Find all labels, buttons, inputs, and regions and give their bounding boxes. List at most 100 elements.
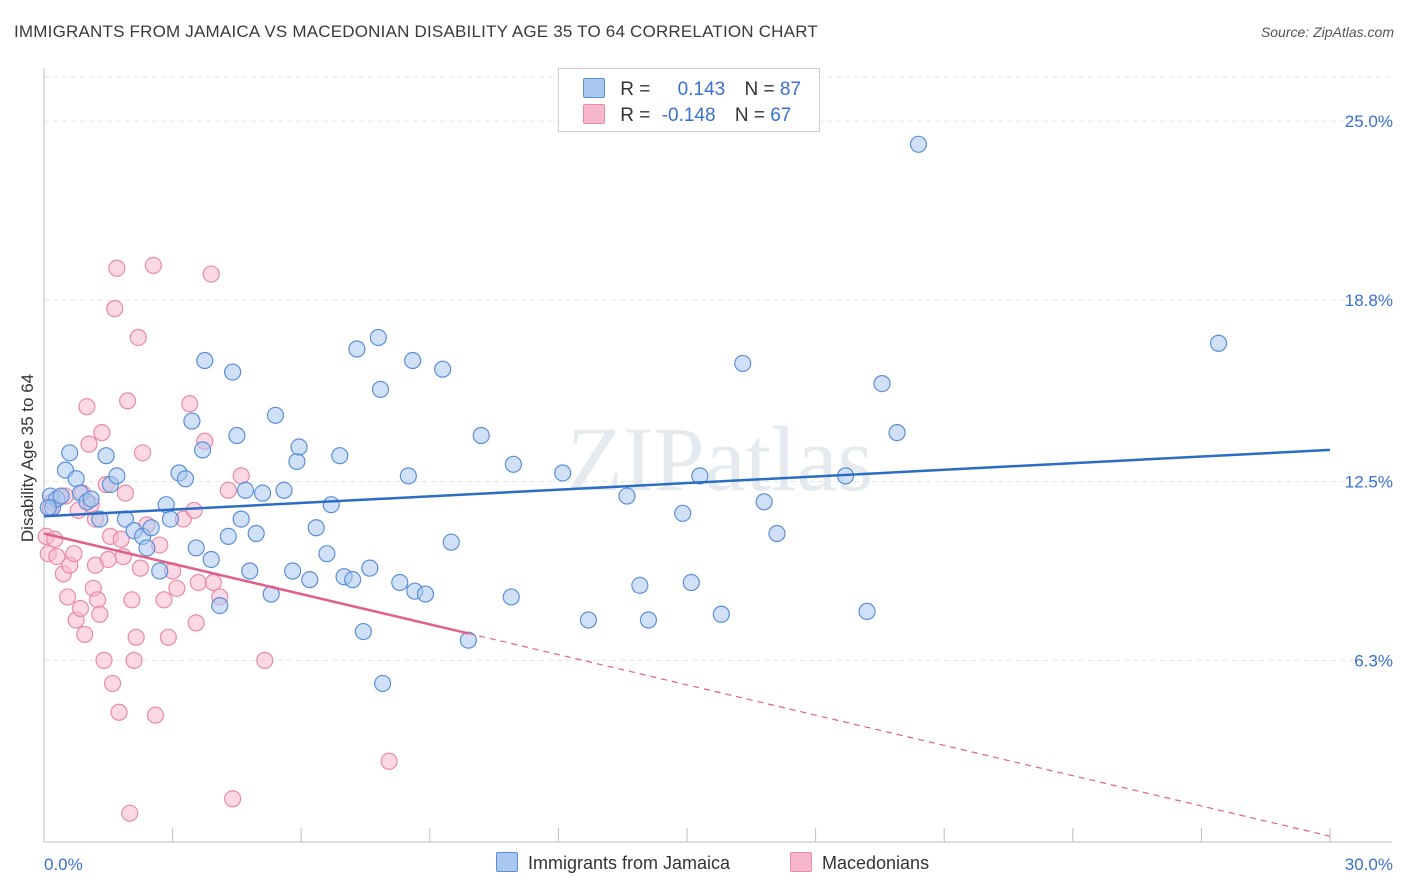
macedonians-swatch <box>790 852 812 872</box>
legend-label-macedonians: Macedonians <box>822 853 930 873</box>
jamaica-point <box>108 467 126 485</box>
macedonians-trend-line <box>43 532 469 635</box>
jamaica-point <box>909 135 928 153</box>
stats-legend: R = 0.143 N = 87 R = -0.148 N = 67 <box>558 68 820 132</box>
macedonians-point <box>106 300 124 318</box>
macedonians-point <box>71 599 90 618</box>
jamaica-point <box>318 545 336 563</box>
jamaica-point <box>232 510 250 528</box>
macedonians-point <box>187 614 205 632</box>
jamaica-point <box>151 562 169 580</box>
jamaica-point <box>374 674 392 693</box>
jamaica-point <box>138 539 156 557</box>
x-tick-label: 0.0% <box>44 855 83 874</box>
macedonians-point <box>123 591 141 609</box>
jamaica-point <box>61 444 79 462</box>
jamaica-point <box>284 562 302 580</box>
jamaica-point <box>631 576 649 595</box>
macedonians-point <box>80 435 98 453</box>
jamaica-point <box>288 452 306 471</box>
jamaica-point <box>183 412 201 430</box>
macedonians-trend-extension <box>468 632 1331 837</box>
jamaica-point <box>97 447 115 465</box>
macedonians-point <box>159 628 177 646</box>
macedonians-point <box>256 651 274 669</box>
jamaica-point <box>354 622 372 641</box>
jamaica-point <box>691 467 709 485</box>
y-tick-label: 18.8% <box>1345 291 1393 310</box>
macedonians-point <box>131 559 150 577</box>
jamaica-point <box>618 487 636 505</box>
macedonians-point <box>129 328 147 347</box>
legend-label-jamaica: Immigrants from Jamaica <box>528 853 731 873</box>
legend-item-macedonians[interactable]: Macedonians <box>790 852 929 874</box>
jamaica-point <box>275 481 293 499</box>
macedonians-point <box>204 573 222 592</box>
jamaica-point <box>290 438 308 456</box>
jamaica-point <box>67 470 85 488</box>
jamaica-point <box>224 363 242 381</box>
jamaica-point <box>39 498 57 517</box>
legend-n-label: N = <box>744 79 775 100</box>
watermark: ZIPatlas <box>567 408 874 510</box>
macedonians-point <box>133 444 152 462</box>
jamaica-point <box>579 611 598 629</box>
jamaica-point <box>344 571 362 589</box>
jamaica-point <box>682 573 700 592</box>
macedonians-point <box>125 651 143 669</box>
jamaica-point <box>228 426 246 445</box>
jamaica-point <box>91 510 109 528</box>
jamaica-point <box>52 487 70 505</box>
macedonians-point <box>110 703 128 721</box>
jamaica-point <box>888 424 906 442</box>
y-tick-label: 12.5% <box>1345 473 1393 492</box>
jamaica-point <box>639 611 658 629</box>
jamaica-point <box>712 605 730 623</box>
jamaica-point <box>674 504 692 522</box>
macedonians-point <box>146 706 165 724</box>
macedonians-point <box>202 265 220 283</box>
legend-n-value: 87 <box>779 79 802 100</box>
macedonians-points <box>37 256 398 822</box>
jamaica-point <box>202 550 220 569</box>
jamaica-point <box>504 455 522 473</box>
jamaica-point <box>1209 334 1228 352</box>
legend-row-jamaica: R = 0.143 N = 87 <box>583 78 801 102</box>
macedonians-point <box>116 484 135 502</box>
jamaica-point <box>322 496 340 514</box>
macedonians-point <box>95 651 113 669</box>
jamaica-point <box>247 524 265 543</box>
macedonians-point <box>99 550 117 569</box>
jamaica-point <box>768 524 786 543</box>
legend-r-value: -0.148 <box>661 105 716 126</box>
jamaica-point <box>399 467 417 485</box>
source-label: Source: ZipAtlas.com <box>1260 24 1394 40</box>
macedonians-point <box>127 628 145 646</box>
y-tick-label: 6.3% <box>1354 651 1393 670</box>
jamaica-points <box>39 135 1228 693</box>
legend-r-label: R = <box>620 79 651 100</box>
macedonians-point <box>380 752 398 770</box>
macedonians-point <box>155 591 173 609</box>
trend-lines <box>43 448 1331 837</box>
jamaica-swatch <box>583 78 605 98</box>
macedonians-point <box>58 588 77 606</box>
jamaica-point <box>176 470 195 488</box>
jamaica-point <box>361 559 379 577</box>
macedonians-point <box>232 467 250 485</box>
legend-item-jamaica[interactable]: Immigrants from Jamaica <box>496 852 730 874</box>
jamaica-point <box>236 481 255 499</box>
macedonians-point <box>108 259 126 277</box>
x-tick-label: 30.0% <box>1345 855 1393 874</box>
jamaica-point <box>196 351 214 370</box>
jamaica-point <box>442 533 460 551</box>
jamaica-point <box>161 510 180 528</box>
macedonians-point <box>185 501 203 520</box>
jamaica-point <box>331 447 349 465</box>
jamaica-point <box>502 588 520 606</box>
axes-layer: 6.3% 12.5% 18.8% 25.0% 0.0% 30.0% <box>43 68 1393 874</box>
macedonians-point <box>112 530 130 548</box>
macedonians-point <box>65 545 83 563</box>
macedonians-point <box>48 547 66 566</box>
macedonians-point <box>93 424 111 442</box>
